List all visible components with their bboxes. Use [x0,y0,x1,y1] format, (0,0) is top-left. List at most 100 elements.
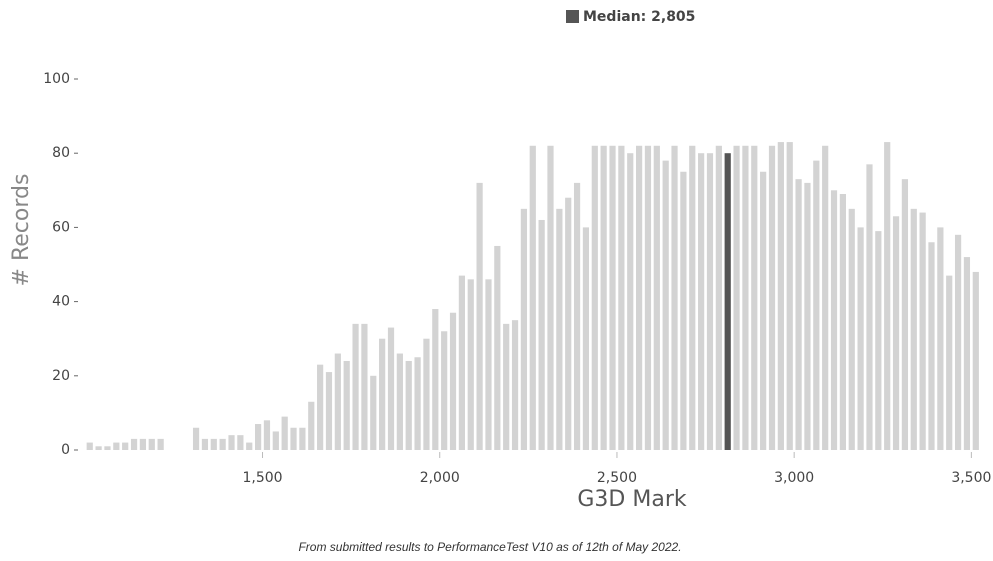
bar [538,219,545,450]
bar [892,216,900,450]
bar [458,275,465,450]
bar [334,353,341,450]
x-tick-label: 3,000 [774,470,814,486]
bar [919,212,926,450]
bar [556,208,563,450]
bar [813,160,820,450]
bar [777,142,784,450]
bar [494,245,501,450]
bar [503,323,510,450]
bar [609,145,616,450]
legend-swatch [566,10,579,23]
bar [884,142,891,450]
bar [139,438,147,450]
bar [228,435,235,450]
bar [627,153,634,450]
bar [352,323,359,450]
bar [263,420,271,450]
bar [582,227,590,450]
bar [972,271,979,450]
bar [299,427,306,450]
bar [591,145,598,450]
y-tick-label: 0 [61,442,70,458]
bar [671,145,678,450]
bar [857,227,864,450]
bar [290,427,297,450]
bar [387,327,395,450]
bar [201,438,209,450]
bar [706,153,714,450]
bar [644,145,652,450]
bar [219,438,226,450]
bar [689,145,696,450]
bar [361,323,368,450]
bar [529,145,536,450]
bar [946,275,953,450]
x-tick-label: 2,500 [597,470,637,486]
bar [449,312,457,450]
bar [848,208,855,450]
bar [547,145,554,450]
bar [618,145,625,450]
bar [343,360,350,450]
bar [786,142,793,450]
bar [768,145,776,450]
bar [396,353,403,450]
bar [414,357,421,450]
x-tick-label: 1,500 [242,470,282,486]
y-tick-label: 40 [52,294,70,310]
bar [901,179,909,451]
bar [379,338,386,450]
bar [272,431,279,450]
x-tick-label: 2,000 [420,470,460,486]
bar [86,442,93,450]
bar [130,438,138,450]
bar [839,194,846,450]
bar [830,190,838,451]
bar [370,375,377,450]
bar [573,182,581,450]
bar [511,320,519,450]
bar [148,438,155,450]
bar [281,416,288,450]
bar [875,231,882,450]
bar [113,442,120,450]
bar [565,197,572,450]
bar [954,234,962,450]
bar [804,182,811,450]
bar [308,401,315,450]
y-tick-label: 80 [52,145,70,161]
bar [937,227,944,450]
bar [653,145,660,450]
bar [157,438,164,450]
bar [95,446,102,450]
x-axis-title: G3D Mark [577,487,686,512]
bar [635,145,643,450]
median-bar [724,153,731,450]
bar [715,145,722,450]
bar [520,208,528,450]
bar [680,171,687,450]
bar [423,338,430,450]
bar [476,182,483,450]
bar [441,331,448,450]
bar [795,179,802,451]
y-tick-label: 100 [43,71,70,87]
bar [192,427,200,450]
y-axis-title: # Records [9,174,34,287]
bar [963,257,971,450]
footnote: From submitted results to PerformanceTes… [298,540,681,554]
bar [485,279,492,450]
bar [405,360,412,450]
bar [237,435,244,450]
bar [122,442,129,450]
legend-label: Median: 2,805 [583,9,695,25]
bar [733,145,740,450]
bar [698,153,705,450]
bar [432,309,439,450]
bar [317,364,324,450]
bar [210,438,217,450]
bar [246,442,253,450]
y-tick-label: 60 [52,219,70,235]
